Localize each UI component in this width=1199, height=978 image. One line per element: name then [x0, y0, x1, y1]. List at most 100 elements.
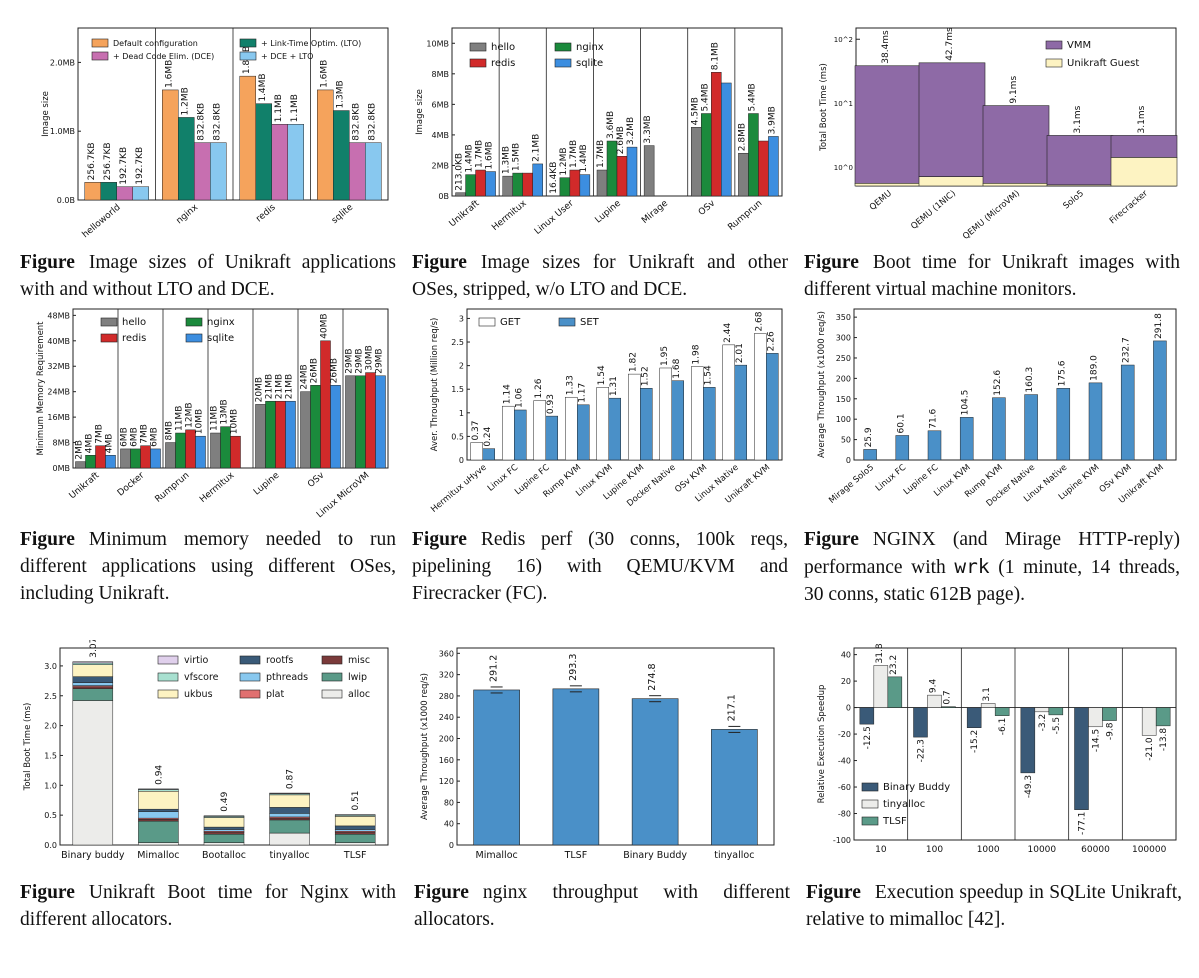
bar-sqlite-unikraft	[485, 171, 496, 197]
bar-dce-lto-helloworld	[132, 186, 149, 201]
bar-set-linux-kvm	[608, 397, 621, 461]
data-label: 1.1MB	[274, 94, 284, 122]
bar-get-linux-kvm	[596, 387, 609, 461]
y-tick-label: 8MB	[432, 70, 449, 79]
y-tick-label: -60	[838, 783, 851, 792]
legend-swatch-pthreads	[239, 672, 261, 682]
chart-sqlite-speedup: -100 -80 -60 -40 -20 0 20 40 Relative Execution …	[817, 643, 1177, 855]
bar-set-lupine-kvm	[640, 388, 653, 461]
x-tick-label-10000: 10000	[1028, 845, 1057, 855]
stack-rootfs-tlsf	[334, 825, 376, 830]
y-tick-label: 3.0	[44, 662, 57, 671]
y-tick-label: 200	[439, 735, 454, 744]
caption-text: Boot time for Unikraft images with diffe…	[804, 252, 1180, 300]
x-tick-label-mirage-solo5: Mirage Solo5	[827, 463, 876, 506]
x-tick-label-nginx: nginx	[175, 202, 201, 226]
bar-nginx-osv	[310, 385, 321, 469]
chart-panel-6: 25.9 60.1 71.6 104.5 152.6 160.3 175.6 189.0 232…	[806, 305, 1186, 520]
data-label: 40MB	[320, 313, 330, 338]
data-label: 6MB	[150, 427, 160, 447]
y-tick-label: 0	[846, 456, 851, 465]
data-label: -12.5	[863, 726, 873, 749]
bar-set-linux-fc	[514, 409, 527, 461]
stack-alloc-binary-buddy	[72, 700, 114, 846]
bar-nginx-hermitux	[512, 172, 523, 197]
data-label: 291.8	[1154, 313, 1164, 339]
y-tick-label: 0.5	[451, 432, 464, 441]
x-tick-label-hermitux: Hermitux	[490, 198, 529, 233]
y-tick-label: 40	[444, 820, 454, 829]
y-tick-label: 16MB	[47, 413, 70, 422]
data-label: 832.8KB	[351, 103, 361, 141]
data-label: 1.68	[672, 358, 682, 378]
chart-panel-8: 0 40 80 120 160 200 240 280 320 360 Average Throug…	[412, 640, 792, 865]
caption-9: Figure Execution speedup in SQLite Unikra…	[806, 879, 1182, 933]
y-tick-label: 200	[836, 374, 851, 383]
bar-nginx-unikraft	[465, 174, 476, 197]
bar-value-linux-native	[1056, 388, 1071, 461]
data-label: 25.9	[864, 427, 874, 447]
data-label: 256.7KB	[87, 142, 97, 180]
bar-hello-hermitux	[210, 432, 221, 469]
legend-label-link-time-optim-lto: + Link-Time Optim. (LTO)	[261, 39, 361, 48]
bar-dead-code-elim-dce-redis	[271, 124, 288, 201]
stack-lwip-mimalloc	[138, 820, 179, 843]
data-label: 175.6	[1057, 360, 1067, 386]
bar-binary-buddy	[631, 698, 679, 846]
data-label: 1.54	[703, 365, 713, 385]
bar-nginx-rumprun	[748, 113, 759, 197]
caption-4: Figure Minimum memory needed to run diffe…	[20, 526, 396, 607]
y-tick-label: 0.5	[44, 811, 57, 820]
bar-sqlite-hermitux	[532, 163, 543, 197]
data-label: 832.8KB	[196, 103, 206, 141]
y-axis-label: Total Boot Time (ms)	[23, 703, 33, 792]
stack-misc-tlsf	[334, 832, 376, 835]
data-label: 23.2	[889, 655, 899, 675]
x-tick-label-lupine: Lupine	[252, 470, 282, 497]
data-label: 274.8	[647, 663, 658, 690]
y-tick-label: 48MB	[47, 311, 70, 320]
bar-tinyalloc-10000	[1034, 707, 1050, 713]
legend-label-unikraft-guest: Unikraft Guest	[1067, 58, 1139, 69]
caption-text-before: NGINX (and Mirage HTTP-reply) performanc…	[804, 529, 1180, 578]
bar-hello-lupine	[596, 169, 608, 197]
legend-swatch-dce-lto	[239, 51, 257, 61]
x-tick-label-mirage: Mirage	[640, 198, 670, 226]
stack-pthreads-binary-buddy	[72, 682, 114, 686]
data-label: 0.24	[483, 426, 493, 446]
chart-panel-4: 2MB 4MB 7MB 4MB 6MB 6MB 7MB 6MB 8MB 11MB 12MB 10MB 1…	[18, 305, 398, 520]
bar-hello-unikraft	[455, 192, 466, 197]
y-axis-label: Minimum Memory Requirement	[36, 321, 46, 456]
x-tick-label-binary-buddy: Binary buddy	[61, 850, 125, 861]
stack-misc-mimalloc	[138, 819, 179, 822]
data-label: 832.8KB	[367, 103, 377, 141]
y-tick-label: 40	[841, 651, 851, 660]
legend-label-default-configuration: Default configuration	[113, 39, 198, 48]
data-label: 217.1	[726, 694, 737, 721]
y-tick-label: 4MB	[432, 131, 449, 140]
stack-rootfs-binary-buddy	[72, 676, 114, 683]
data-label: 7MB	[140, 424, 150, 444]
y-tick-label: 100	[836, 415, 851, 424]
bar-unikraft-guest-qemu-1nic	[918, 176, 986, 187]
y-tick-label: 2.5	[451, 338, 464, 347]
legend-label-misc: misc	[348, 655, 370, 666]
stack-alloc-mimalloc	[138, 842, 179, 846]
stack-rootfs-tinyalloc	[269, 807, 310, 814]
stack-lwip-bootalloc	[203, 834, 245, 843]
bar-unikraft-guest-qemu-microvm	[982, 183, 1050, 187]
data-label: 1.7MB	[596, 140, 606, 168]
y-tick-label: 2MB	[432, 161, 449, 170]
legend-label-nginx: nginx	[207, 317, 235, 328]
data-label: 1.17	[577, 383, 587, 403]
chart-panel-3: 10^0 10^1 10^2 Total Boot Time (ms) 38.4ms 42…	[806, 20, 1186, 250]
data-label: 1.14	[502, 384, 512, 404]
data-label: 1.3MB	[502, 146, 512, 174]
legend-swatch-set	[558, 317, 576, 327]
data-label: 1.06	[514, 388, 524, 408]
bar-dead-code-elim-dce-helloworld	[116, 186, 133, 201]
bar-nginx-lupine	[265, 400, 276, 469]
x-tick-label-tinyalloc: tinyalloc	[714, 850, 754, 861]
bar-nginx-docker	[130, 448, 141, 469]
data-label: 4MB	[85, 434, 95, 454]
